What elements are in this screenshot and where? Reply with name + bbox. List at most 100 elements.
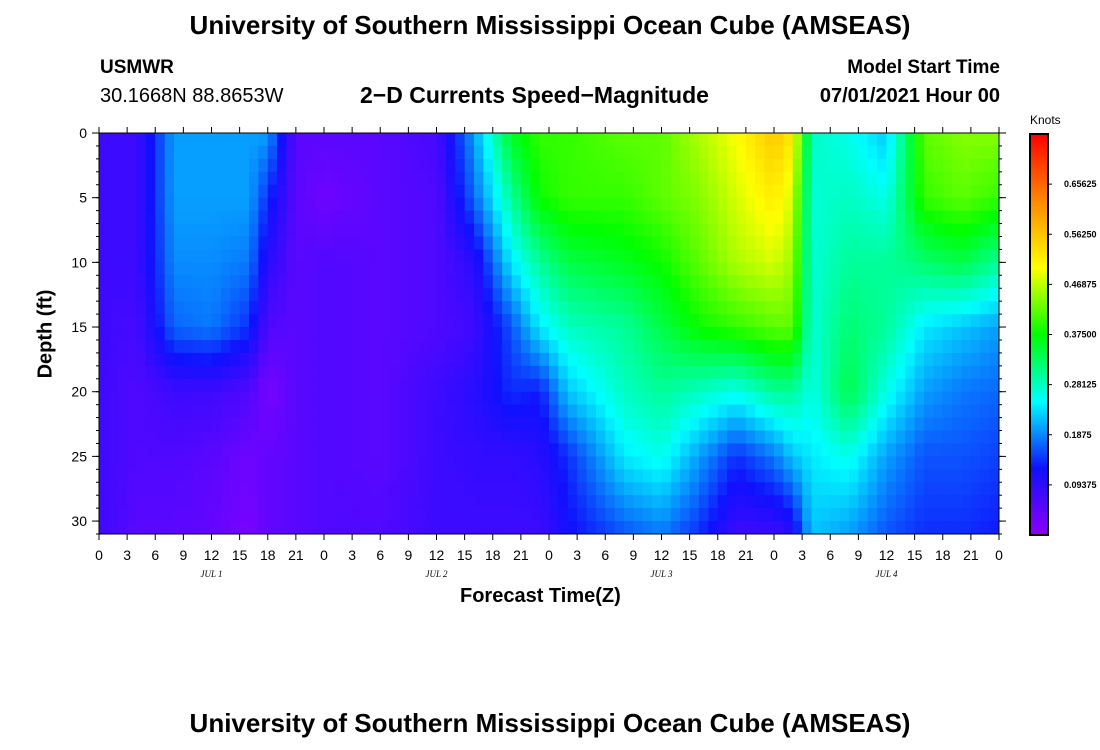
heatmap-cell (736, 158, 747, 173)
heatmap-cell (192, 314, 203, 328)
heatmap-cell (567, 365, 578, 380)
heatmap-cell (164, 197, 175, 212)
heatmap-cell (624, 210, 634, 225)
heatmap-cell (277, 352, 288, 367)
heatmap-cell (474, 378, 484, 393)
heatmap-cell (474, 482, 484, 496)
heatmap-cell (258, 197, 269, 212)
heatmap-cell (202, 378, 213, 393)
heatmap-cell (802, 521, 813, 534)
heatmap-cell (230, 482, 241, 496)
heatmap-cell (108, 210, 119, 225)
heatmap-cell (99, 469, 109, 483)
heatmap-cell (352, 456, 363, 470)
heatmap-cell (755, 443, 766, 457)
heatmap-cell (595, 223, 606, 238)
heatmap-cell (455, 314, 466, 328)
heatmap-cell (436, 404, 447, 419)
heatmap-cell (183, 521, 194, 534)
heatmap-cell (755, 158, 766, 173)
heatmap-cell (211, 443, 222, 457)
heatmap-cell (811, 301, 822, 315)
heatmap-cell (445, 456, 456, 470)
heatmap-cell (511, 495, 522, 509)
heatmap-cell (980, 482, 991, 496)
heatmap-cell (633, 521, 644, 534)
heatmap-cell (220, 197, 231, 212)
heatmap-cell (820, 417, 831, 432)
heatmap-cell (914, 210, 925, 225)
heatmap-cell (136, 430, 147, 445)
heatmap-cell (511, 456, 522, 470)
heatmap-cell (961, 430, 972, 445)
heatmap-cell (820, 456, 831, 470)
heatmap-cell (295, 378, 306, 393)
heatmap-cell (652, 158, 663, 173)
heatmap-cell (605, 378, 616, 393)
heatmap-cell (380, 404, 391, 419)
heatmap-cell (595, 508, 606, 522)
x-axis-label: Forecast Time(Z) (460, 585, 621, 607)
heatmap-cell (127, 430, 138, 445)
heatmap-cell (164, 249, 175, 263)
heatmap-cell (511, 262, 522, 276)
heatmap-cell (145, 301, 156, 315)
heatmap-cell (886, 469, 897, 483)
heatmap-cell (164, 133, 175, 147)
heatmap-cell (549, 443, 559, 457)
heatmap-cell (483, 236, 494, 251)
heatmap-cell (689, 482, 700, 496)
heatmap-cell (192, 404, 203, 419)
heatmap-cell (624, 521, 634, 534)
heatmap-cell (877, 430, 888, 445)
heatmap-cell (474, 456, 484, 470)
heatmap-cell (520, 469, 531, 483)
heatmap-cell (164, 417, 175, 432)
heatmap-cell (914, 443, 925, 457)
heatmap-cell (961, 133, 972, 147)
heatmap-cell (849, 508, 859, 522)
heatmap-cell (605, 236, 616, 251)
heatmap-cell (699, 249, 709, 263)
heatmap-cell (333, 521, 344, 534)
heatmap-cell (445, 352, 456, 367)
heatmap-cell (389, 236, 400, 251)
heatmap-cell (127, 365, 138, 380)
heatmap-cell (127, 521, 138, 534)
heatmap-cell (586, 378, 597, 393)
heatmap-cell (614, 197, 625, 212)
heatmap-cell (877, 339, 888, 354)
heatmap-cell (464, 482, 475, 496)
heatmap-cell (483, 365, 494, 380)
heatmap-cell (614, 443, 625, 457)
heatmap-cell (867, 184, 878, 199)
heatmap-cell (455, 339, 466, 354)
heatmap-cell (736, 301, 747, 315)
heatmap-cell (117, 339, 128, 354)
heatmap-cell (436, 210, 447, 225)
heatmap-cell (155, 158, 166, 173)
heatmap-cell (464, 197, 475, 212)
heatmap-cell (117, 158, 128, 173)
heatmap-cell (774, 378, 784, 393)
heatmap-cell (652, 521, 663, 534)
heatmap-cell (952, 223, 963, 238)
heatmap-cell (464, 327, 475, 341)
heatmap-cell (661, 404, 672, 419)
heatmap-cell (511, 197, 522, 212)
heatmap-cell (708, 327, 719, 341)
heatmap-cell (708, 288, 719, 302)
heatmap-cell (305, 404, 316, 419)
heatmap-cell (577, 197, 588, 212)
heatmap-cell (427, 184, 438, 199)
heatmap-cell (399, 443, 409, 457)
heatmap-cell (380, 378, 391, 393)
heatmap-cell (164, 469, 175, 483)
heatmap-cell (755, 249, 766, 263)
heatmap-cell (520, 365, 531, 380)
heatmap-cell (370, 223, 381, 238)
heatmap-cell (380, 365, 391, 380)
heatmap-cell (164, 521, 175, 534)
heatmap-cell (680, 521, 691, 534)
heatmap-cell (820, 391, 831, 406)
